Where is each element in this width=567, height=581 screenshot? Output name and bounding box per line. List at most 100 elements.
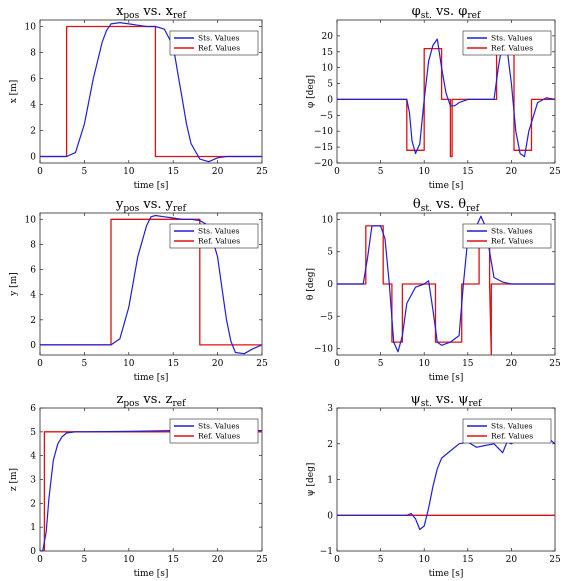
x-tick-label: 25 — [549, 167, 561, 177]
x-tick-label: 5 — [82, 555, 88, 565]
x-tick-label: 0 — [37, 359, 43, 369]
y-tick-label: 10 — [25, 23, 37, 33]
x-tick-label: 25 — [256, 359, 268, 369]
legend-entry: Ref. Values — [198, 237, 240, 246]
y-tick-label: 2 — [30, 499, 36, 509]
x-tick-label: 15 — [462, 555, 474, 565]
y-tick-label: 5 — [30, 428, 36, 438]
y-tick-label: 10 — [322, 64, 334, 74]
x-axis-label: time [s] — [134, 373, 169, 383]
chart-title: φst. vs. φref — [412, 4, 481, 21]
y-axis-label: φ [deg] — [306, 75, 316, 108]
x-tick-label: 20 — [506, 555, 518, 565]
x-axis-label: time [s] — [429, 181, 464, 191]
y-tick-label: 5 — [327, 80, 333, 90]
legend-box — [462, 223, 552, 249]
x-tick-label: 10 — [418, 359, 430, 369]
y-axis-label: z [m] — [9, 468, 19, 491]
series-line-state — [40, 214, 262, 355]
y-axis-label: ψ [deg] — [306, 463, 316, 497]
y-tick-label: 20 — [322, 32, 334, 42]
y-tick-label: 4 — [30, 101, 36, 111]
y-tick-label: 0 — [327, 280, 333, 290]
legend-entry: Ref. Values — [491, 237, 533, 246]
x-tick-label: 20 — [212, 167, 224, 177]
x-tick-label: 0 — [334, 555, 340, 565]
x-axis-label: time [s] — [429, 373, 464, 383]
series-line-state — [337, 215, 555, 353]
series-line-state — [40, 430, 262, 551]
y-tick-label: 3 — [30, 476, 36, 486]
x-tick-label: 25 — [549, 555, 561, 565]
chart-title: ypos vs. yref — [115, 197, 187, 214]
x-tick-label: 5 — [82, 167, 88, 177]
series-line-reference — [337, 47, 555, 158]
legend-box — [169, 223, 259, 249]
chart-panel-2: 0 5 10 15 20 25 −20 −15 −10 −5 0 5 10 15 20 Sts. Values… — [306, 4, 561, 191]
y-tick-label: 2 — [327, 440, 333, 450]
chart-title: zpos vs. zref — [117, 392, 187, 409]
chart-title: ψst. vs. ψref — [411, 392, 483, 409]
y-tick-label: 2 — [30, 127, 36, 137]
legend-entry: Ref. Values — [491, 432, 533, 441]
y-tick-label: 3 — [327, 404, 333, 414]
x-tick-label: 15 — [167, 167, 179, 177]
legend-entry: Ref. Values — [198, 432, 240, 441]
y-tick-label: −10 — [314, 345, 333, 355]
x-tick-label: 25 — [256, 555, 268, 565]
x-tick-label: 5 — [82, 359, 88, 369]
y-tick-label: 8 — [30, 49, 36, 59]
y-tick-label: −1 — [320, 547, 333, 557]
y-tick-label: 4 — [30, 291, 36, 301]
x-tick-label: 0 — [37, 167, 43, 177]
legend-entry: Sts. Values — [198, 227, 240, 236]
y-tick-label: −10 — [314, 127, 333, 137]
x-axis-label: time [s] — [134, 569, 169, 579]
y-tick-label: 0 — [30, 547, 36, 557]
y-tick-label: 0 — [327, 95, 333, 105]
x-tick-label: 25 — [256, 167, 268, 177]
x-axis-label: time [s] — [429, 569, 464, 579]
x-tick-label: 15 — [167, 359, 179, 369]
x-tick-label: 0 — [334, 167, 340, 177]
y-tick-label: 6 — [30, 404, 36, 414]
legend-entry: Sts. Values — [198, 34, 240, 43]
y-tick-label: 10 — [25, 215, 37, 225]
x-tick-label: 20 — [212, 555, 224, 565]
y-tick-label: −15 — [314, 143, 333, 153]
x-tick-label: 0 — [37, 555, 43, 565]
legend-box — [462, 30, 552, 56]
y-tick-label: 1 — [30, 523, 36, 533]
y-tick-label: −20 — [314, 159, 333, 169]
legend-entry: Sts. Values — [491, 422, 533, 431]
x-tick-label: 10 — [123, 167, 135, 177]
y-tick-label: 0 — [30, 153, 36, 163]
chart-title: xpos vs. xref — [116, 4, 187, 21]
x-tick-label: 0 — [334, 359, 340, 369]
y-tick-label: −5 — [320, 111, 334, 121]
y-tick-label: 1 — [327, 476, 333, 486]
legend-entry: Ref. Values — [491, 44, 533, 53]
legend-entry: Sts. Values — [198, 422, 240, 431]
y-tick-label: 0 — [30, 341, 36, 351]
legend-entry: Sts. Values — [491, 34, 533, 43]
x-tick-label: 20 — [506, 167, 518, 177]
y-tick-label: 4 — [30, 452, 36, 462]
series-line-reference — [40, 431, 262, 551]
x-axis-label: time [s] — [134, 181, 169, 191]
x-tick-label: 25 — [549, 359, 561, 369]
y-axis-label: y [m] — [9, 272, 19, 297]
chart-title: θst. vs. θref — [413, 197, 480, 214]
x-tick-label: 10 — [123, 555, 135, 565]
y-tick-label: −5 — [320, 312, 334, 322]
x-tick-label: 20 — [212, 359, 224, 369]
legend-entry: Sts. Values — [491, 227, 533, 236]
series-line-reference — [337, 225, 555, 355]
legend-box — [169, 418, 259, 444]
